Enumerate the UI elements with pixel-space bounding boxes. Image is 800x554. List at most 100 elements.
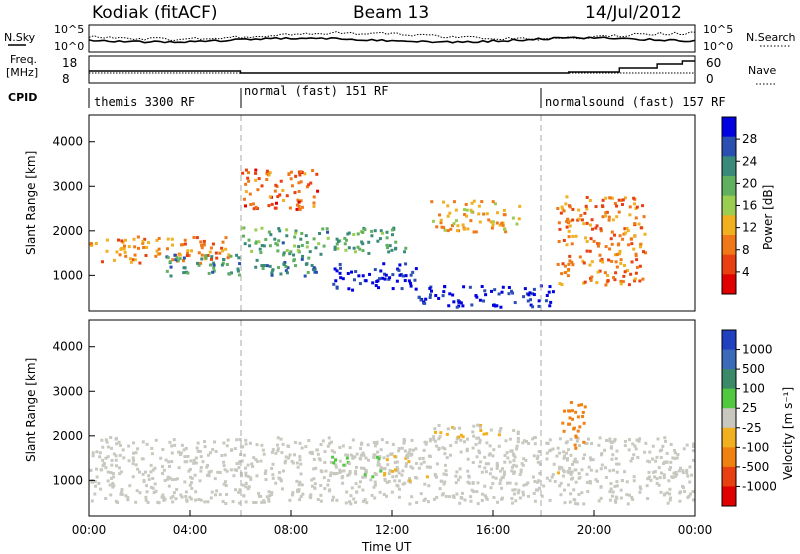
heat-cell (373, 480, 377, 484)
heat-cell (241, 171, 245, 175)
heat-cell (277, 266, 281, 270)
heat-cell (524, 458, 528, 462)
heat-cell (397, 447, 401, 451)
heat-cell (182, 271, 186, 275)
heat-cell (330, 449, 334, 453)
heat-cell (525, 439, 529, 443)
heat-cell (335, 269, 339, 273)
heat-cell (692, 458, 695, 462)
heat-cell (200, 257, 204, 261)
heat-cell (206, 453, 210, 457)
heat-cell (393, 454, 397, 458)
heat-cell (615, 204, 619, 208)
heat-cell (476, 481, 480, 485)
heat-cell (552, 462, 556, 466)
heat-cell (569, 492, 573, 496)
heat-cell (428, 465, 432, 469)
colorbar-segment (722, 408, 736, 429)
heat-cell (326, 444, 330, 448)
heat-cell (507, 292, 511, 296)
heat-cell (537, 450, 541, 454)
heat-cell (411, 448, 415, 452)
heat-cell (577, 208, 581, 212)
heat-cell (390, 233, 394, 237)
heat-cell (565, 195, 569, 199)
heat-cell (149, 463, 153, 467)
heat-cell (334, 465, 338, 469)
heat-cell (417, 466, 421, 470)
heat-cell (348, 500, 352, 504)
heat-cell (435, 462, 439, 466)
heat-cell (635, 438, 639, 442)
heat-cell (354, 270, 358, 274)
heat-cell (199, 498, 203, 502)
heat-cell (136, 447, 140, 451)
heat-cell (608, 439, 612, 443)
heat-cell (491, 482, 495, 486)
colorbar-frame (721, 329, 737, 507)
heat-cell (246, 171, 250, 175)
heat-cell (199, 240, 203, 244)
heat-cell (177, 450, 181, 454)
heat-cell (100, 260, 104, 264)
heat-cell (144, 498, 148, 502)
heat-cell (362, 466, 366, 470)
heat-cell (561, 421, 565, 425)
heat-cell (225, 262, 229, 266)
heat-cell (605, 210, 609, 214)
heat-cell (584, 204, 588, 208)
heat-cell (170, 460, 174, 464)
heat-cell (247, 179, 251, 183)
heat-cell (592, 239, 596, 243)
heat-cell (284, 264, 288, 268)
heat-cell (244, 471, 248, 475)
heat-cell (298, 458, 302, 462)
heat-cell (292, 258, 296, 262)
heat-cell (378, 455, 382, 459)
heat-cell (400, 287, 404, 291)
heat-cell (158, 252, 162, 256)
heat-cell (668, 487, 672, 491)
heat-cell (385, 236, 389, 240)
heat-cell (604, 438, 608, 442)
heat-cell (659, 471, 663, 475)
heat-cell (259, 459, 263, 463)
heat-cell (371, 475, 375, 479)
heat-cell (106, 455, 110, 459)
heat-cell (615, 265, 619, 269)
heat-cell (226, 256, 230, 260)
heat-cell (225, 469, 229, 473)
heat-cell (119, 247, 123, 251)
heat-cell (668, 498, 672, 502)
heat-cell (145, 484, 149, 488)
heat-cell (572, 460, 576, 464)
heat-cell (166, 256, 170, 260)
heat-cell (364, 456, 368, 460)
heat-cell (210, 257, 214, 261)
heat-cell (545, 294, 549, 298)
heat-cell (268, 244, 272, 248)
heat-cell (319, 483, 323, 487)
heat-cell (496, 500, 500, 504)
heat-cell (279, 272, 283, 276)
heat-cell (613, 499, 617, 503)
heat-cell (618, 249, 622, 253)
heat-cell (256, 188, 260, 192)
heat-cell (279, 479, 283, 483)
heat-cell (674, 470, 678, 474)
heat-cell (394, 474, 398, 478)
heat-cell (353, 250, 357, 254)
heat-cell (548, 449, 552, 453)
heat-cell (94, 484, 98, 488)
heat-cell (632, 247, 636, 251)
heat-cell (423, 301, 427, 305)
heat-cell (222, 482, 226, 486)
heat-cell (627, 283, 631, 287)
heat-cell (574, 410, 578, 414)
heat-cell (214, 493, 218, 497)
heat-cell (692, 444, 695, 448)
heat-cell (619, 261, 623, 265)
heat-cell (397, 479, 401, 483)
heat-cell (300, 483, 304, 487)
heat-cell (312, 477, 316, 481)
